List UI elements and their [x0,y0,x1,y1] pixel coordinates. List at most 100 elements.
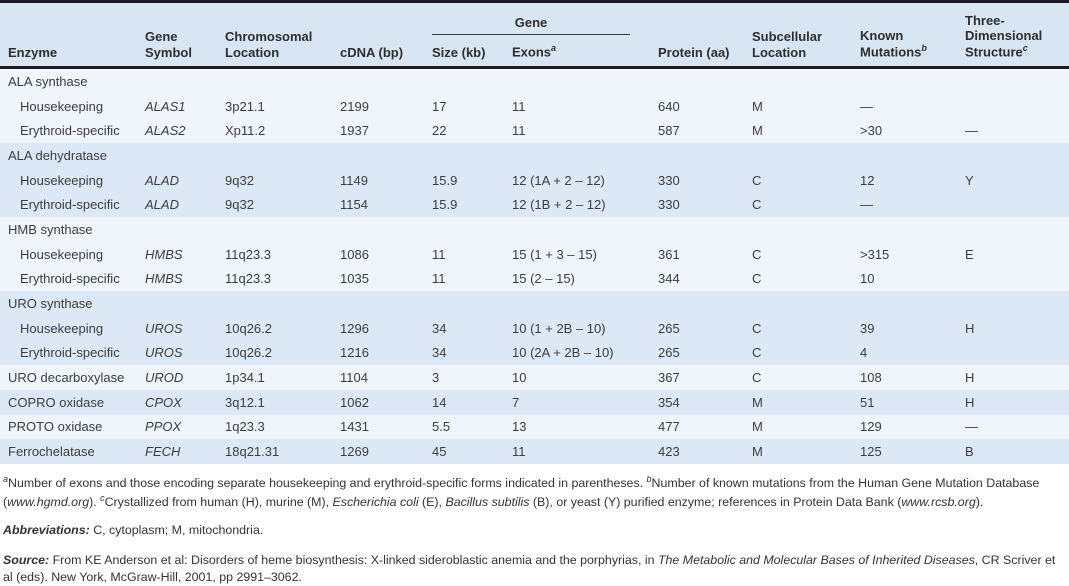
enzyme-group-label: ALA synthase [8,73,88,89]
cell-mutations: 4 [860,345,868,361]
cell-subcell: M [752,419,763,435]
cell-size: 15.9 [432,197,458,213]
cell-exons: 10 (1 + 2B – 10) [512,320,606,336]
table-row: Erythroid-specific UROS 10q26.2 1216 34 10 (2… [0,340,1069,366]
col-header-subcellular-location: Subcellular Location [752,29,823,60]
cell-exons: 12 (1B + 2 – 12) [512,197,606,213]
cell-protein: 354 [658,394,680,410]
cell-mutations: 108 [860,370,882,386]
enzyme-group-label: ALA dehydratase [8,147,108,163]
cell-subcell: C [752,172,762,188]
cell-subcell: C [752,370,762,386]
cell-gene_symbol: FECH [145,444,181,460]
cell-gene_symbol: ALAD [145,172,179,188]
cell-cdna: 1216 [340,345,369,361]
cell-gene_symbol: UROS [145,345,183,361]
cell-subcell: C [752,246,762,262]
cell-exons: 7 [512,394,520,410]
cell-mutations: — [860,197,873,213]
cell-structure: Y [965,172,974,188]
col-header-cdna: cDNA (bp) [340,44,404,60]
col-header-gene-symbol: Gene Symbol [145,29,192,60]
cell-exons: 10 (2A + 2B – 10) [512,345,614,361]
cell-size: 34 [432,320,447,336]
cell-size: 15.9 [432,172,458,188]
cell-exons: 10 [512,370,527,386]
cell-protein: 330 [658,197,680,213]
cell-cdna: 1269 [340,444,369,460]
cell-cdna: 1035 [340,271,369,287]
cell-enzyme: COPRO oxidase [8,394,105,410]
cell-size: 34 [432,345,447,361]
cell-structure: E [965,246,974,262]
cell-chrom: 18q21.31 [225,444,280,460]
cell-mutations: 10 [860,271,875,287]
cell-enzyme: Erythroid-specific [20,271,120,287]
cell-protein: 423 [658,444,680,460]
cell-protein: 265 [658,345,680,361]
col-header-known-mutations: Known Mutationsb [860,28,927,60]
footnote-source: Source: From KE Anderson et al: Disorder… [3,552,1056,584]
cell-cdna: 2199 [340,98,369,114]
footnote-abbreviations: Abbreviations: C, cytoplasm; M, mitochon… [3,523,264,538]
col-header-size: Size (kb) [432,44,486,60]
cell-cdna: 1937 [340,123,369,139]
cell-structure: — [965,419,978,435]
enzyme-group-label: URO synthase [8,296,93,312]
enzyme-table: Gene Enzyme Gene Symbol Chromosomal Loca… [0,0,1069,464]
cell-chrom: 11q23.3 [225,271,272,287]
cell-exons: 15 (2 – 15) [512,271,575,287]
cell-cdna: 1104 [340,370,368,386]
cell-subcell: C [752,197,762,213]
cell-size: 5.5 [432,419,451,435]
header-bottom-rule [0,66,1069,69]
cell-gene_symbol: ALAS1 [145,98,186,114]
cell-chrom: 3q12.1 [225,394,265,410]
cell-protein: 367 [658,370,680,386]
cell-exons: 11 [512,444,526,460]
cell-protein: 477 [658,419,680,435]
col-header-exons: Exonsa [512,43,557,60]
cell-gene_symbol: PPOX [145,419,182,435]
cell-enzyme: Housekeeping [20,246,104,262]
table-row: Housekeeping HMBS 11q23.3 1086 11 15 (1 + 3 –… [0,241,1069,267]
cell-enzyme: URO decarboxylase [8,370,125,386]
table-row: COPRO oxidase CPOX 3q12.1 1062 14 7 354 M 51 H [0,389,1069,415]
cell-size: 3 [432,370,440,386]
footnote-abc: aNumber of exons and those encoding sepa… [3,474,1040,510]
cell-exons: 11 [512,123,526,139]
cell-chrom: 1q23.3 [225,419,265,435]
cell-enzyme: Erythroid-specific [20,123,120,139]
cell-mutations: 39 [860,320,875,336]
cell-mutations: 129 [860,419,882,435]
cell-cdna: 1296 [340,320,369,336]
cell-exons: 15 (1 + 3 – 15) [512,246,597,262]
cell-mutations: 51 [860,394,875,410]
table-row: PROTO oxidase PPOX 1q23.3 1431 5.5 13 477 M 129 — [0,414,1069,440]
table-body: ALA synthase Housekeeping ALAS1 3p21.1 2199 1… [0,69,1069,464]
cell-mutations: 12 [860,172,875,188]
enzyme-group-row: ALA dehydratase [0,143,1069,168]
cell-structure: H [965,320,975,336]
cell-size: 45 [432,444,447,460]
cell-size: 11 [432,246,446,262]
cell-gene_symbol: HMBS [145,246,183,262]
table-row: Erythroid-specific ALAD 9q32 1154 15.9 12 (1B… [0,192,1069,218]
table-row: URO decarboxylase UROD 1p34.1 1104 3 10 367 C 10… [0,365,1069,390]
cell-subcell: C [752,345,762,361]
col-header-chromosomal-location: Chromosomal Location [225,29,313,60]
cell-mutations: 125 [860,444,882,460]
cell-enzyme: Housekeeping [20,172,104,188]
cell-chrom: 10q26.2 [225,345,272,361]
top-rule [0,0,1069,3]
table-row: Housekeeping ALAD 9q32 1149 15.9 12 (1A + 2 –… [0,167,1069,193]
cell-structure: H [965,370,975,386]
enzyme-group-row: HMB synthase [0,217,1069,242]
cell-protein: 344 [658,271,680,287]
cell-gene_symbol: UROD [145,370,184,386]
cell-exons: 11 [512,98,526,114]
cell-protein: 361 [658,246,680,262]
cell-chrom: Xp11.2 [225,123,266,139]
cell-exons: 13 [512,419,527,435]
cell-cdna: 1086 [340,246,369,262]
